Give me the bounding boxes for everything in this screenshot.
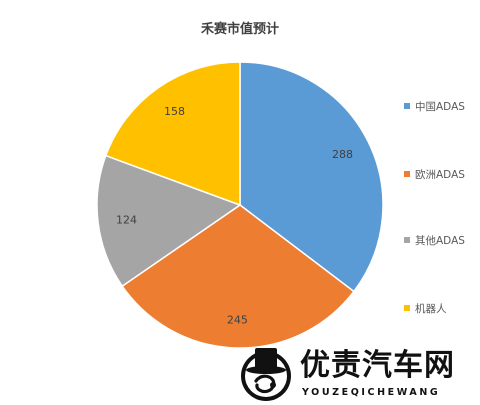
watermark-title: 优责汽车网 (300, 348, 455, 383)
legend-swatch (404, 305, 410, 311)
pie-slice-3 (96, 154, 242, 288)
legend-label: 机器人 (415, 302, 447, 315)
watermark: 优责汽车网 YOUZEQICHEWANG (238, 343, 478, 403)
legend-item-3: 其他ADAS (404, 232, 465, 248)
legend-item-4: 机器人 (404, 300, 447, 316)
legend-swatch (404, 237, 410, 243)
legend-label: 中国ADAS (415, 100, 465, 113)
legend-item-1: 中国ADAS (404, 98, 465, 114)
chart-title: 禾赛市值预计 (200, 22, 279, 37)
pie-slice-1 (239, 61, 384, 293)
legend-label: 欧洲ADAS (415, 168, 465, 181)
data-label-2: 245 (227, 313, 248, 326)
data-label-3: 124 (116, 213, 137, 226)
data-label-1: 288 (332, 148, 353, 161)
legend-swatch (404, 103, 410, 109)
legend: 中国ADAS 欧洲ADAS 其他ADAS 机器人 (404, 0, 480, 405)
top-hat-logo-icon (241, 348, 291, 401)
pie-slice-4 (104, 61, 241, 207)
legend-label: 其他ADAS (415, 234, 465, 247)
data-label-4: 158 (164, 105, 185, 118)
pie-slice-2 (121, 204, 355, 349)
legend-swatch (404, 171, 410, 177)
watermark-subtitle: YOUZEQICHEWANG (302, 387, 441, 398)
legend-item-2: 欧洲ADAS (404, 166, 465, 182)
